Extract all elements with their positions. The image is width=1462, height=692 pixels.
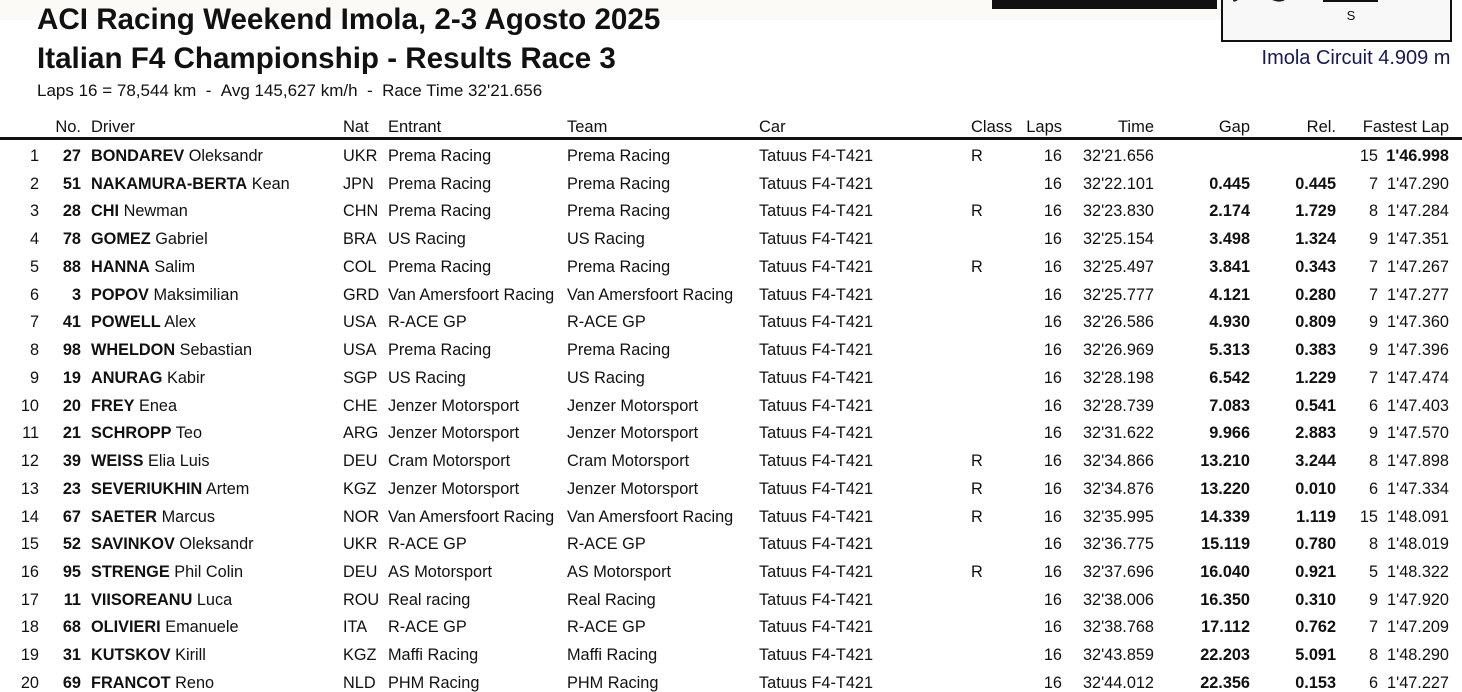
svg-text:S: S [1347, 8, 1356, 23]
